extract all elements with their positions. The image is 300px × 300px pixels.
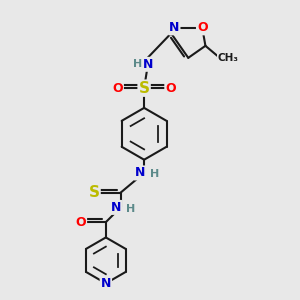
Text: O: O — [197, 21, 208, 34]
Text: N: N — [169, 21, 179, 34]
Text: N: N — [100, 277, 111, 290]
Text: O: O — [112, 82, 123, 95]
Text: H: H — [150, 169, 159, 179]
Text: O: O — [76, 216, 86, 229]
Text: H: H — [126, 204, 136, 214]
Text: H: H — [133, 59, 142, 69]
Text: S: S — [88, 185, 100, 200]
Text: S: S — [139, 81, 150, 96]
Text: N: N — [143, 58, 153, 71]
Text: CH₃: CH₃ — [218, 53, 239, 63]
Text: N: N — [134, 167, 145, 179]
Text: O: O — [165, 82, 176, 95]
Text: N: N — [111, 201, 121, 214]
